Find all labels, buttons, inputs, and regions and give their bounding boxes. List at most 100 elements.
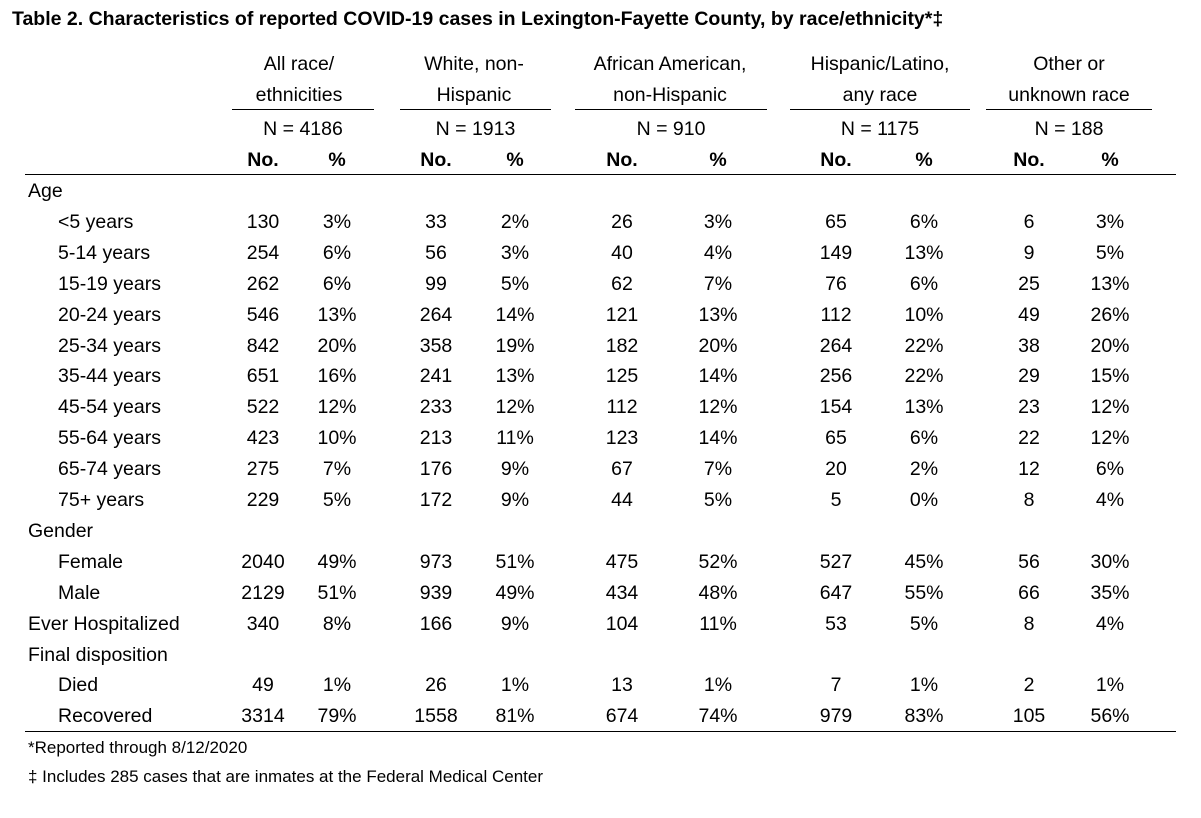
- row-label: 5-14 years: [58, 241, 151, 264]
- row-label: Male: [58, 581, 101, 604]
- row-label: Gender: [28, 519, 94, 542]
- cell-count: 475: [605, 550, 639, 573]
- cell-count: 254: [246, 241, 280, 264]
- cell-percent: 20%: [317, 334, 357, 357]
- col-header-pct: %: [506, 149, 524, 171]
- cell-percent: 6%: [1095, 458, 1125, 481]
- cell-percent: 5%: [703, 489, 733, 511]
- cell-count: 647: [819, 581, 853, 604]
- cell-percent: 3%: [500, 241, 530, 264]
- row-label: Ever Hospitalized: [28, 612, 180, 635]
- group-header-line2: ethnicities: [255, 84, 343, 106]
- col-header-pct: %: [915, 149, 933, 171]
- row-label: Final disposition: [28, 643, 168, 666]
- cell-count: 33: [425, 210, 447, 233]
- group-n: N = 4186: [263, 118, 343, 140]
- group-header-line1: White, non-: [424, 53, 524, 75]
- cell-percent: 51%: [317, 581, 357, 604]
- cell-percent: 6%: [909, 427, 939, 450]
- group-header-hispanic: Hispanic/Latino, any race: [790, 52, 970, 108]
- cell-count: 522: [246, 396, 280, 419]
- cell-count: 7: [830, 674, 842, 697]
- cell-percent: 74%: [698, 705, 738, 728]
- group-header-african-american: African American, non-Hispanic: [574, 52, 766, 108]
- col-header-no: No.: [820, 149, 852, 171]
- cell-count: 154: [819, 396, 853, 419]
- cell-count: 2: [1023, 674, 1035, 697]
- cell-count: 49: [1018, 303, 1040, 326]
- group-underline: [986, 109, 1152, 110]
- cell-count: 264: [819, 334, 853, 357]
- cell-count: 434: [605, 581, 639, 604]
- row-label: Recovered: [58, 705, 153, 728]
- cell-percent: 6%: [909, 210, 939, 233]
- cell-percent: 16%: [317, 365, 357, 388]
- table-row: Gender: [0, 516, 1201, 547]
- cell-count: 241: [419, 365, 453, 388]
- cell-percent: 5%: [322, 489, 352, 511]
- cell-percent: 48%: [698, 581, 738, 604]
- cell-count: 264: [419, 303, 453, 326]
- cell-count: 20: [825, 458, 847, 481]
- cell-count: 56: [425, 241, 447, 264]
- group-header-other: Other or unknown race: [986, 52, 1152, 108]
- table-title: Table 2. Characteristics of reported COV…: [12, 8, 944, 30]
- footnote-reported: *Reported through 8/12/2020: [28, 738, 248, 757]
- row-label: 25-34 years: [58, 334, 161, 357]
- cell-percent: 1%: [703, 674, 733, 697]
- cell-percent: 6%: [322, 241, 352, 264]
- cell-count: 25: [1018, 272, 1040, 295]
- cell-percent: 13%: [904, 396, 944, 419]
- table-row: Ever Hospitalized 340 8% 166 9% 104 11% 53 5% 8 4%: [0, 609, 1201, 640]
- group-header-white: White, non- Hispanic: [398, 52, 550, 108]
- cell-count: 112: [820, 303, 852, 326]
- cell-count: 65: [825, 210, 847, 233]
- cell-count: 62: [611, 272, 633, 295]
- row-label: 35-44 years: [58, 365, 161, 388]
- cell-percent: 7%: [703, 458, 733, 481]
- cell-percent: 45%: [904, 550, 944, 573]
- cell-count: 99: [425, 272, 447, 295]
- group-header-line2: non-Hispanic: [613, 84, 727, 106]
- cell-count: 66: [1018, 581, 1040, 604]
- cell-percent: 3%: [703, 210, 733, 233]
- col-header-no: No.: [420, 149, 452, 171]
- group-n: N = 188: [1034, 118, 1104, 140]
- table-row: Final disposition: [0, 640, 1201, 671]
- cell-percent: 19%: [495, 334, 535, 357]
- cell-count: 67: [611, 458, 633, 481]
- cell-percent: 13%: [698, 303, 738, 326]
- table-row: 45-54 years 522 12% 233 12% 112 12% 154 13% 23 12%: [0, 392, 1201, 423]
- col-header-no: No.: [606, 149, 638, 171]
- group-n: N = 1913: [435, 118, 516, 140]
- group-header-line2: unknown race: [1008, 84, 1130, 106]
- cell-count: 275: [246, 458, 280, 481]
- cell-percent: 14%: [495, 303, 535, 326]
- cell-percent: 5%: [1095, 241, 1125, 264]
- cell-count: 49: [252, 674, 274, 697]
- cell-percent: 9%: [500, 612, 530, 635]
- row-label: 15-19 years: [58, 272, 161, 295]
- cell-count: 229: [246, 489, 280, 511]
- cell-percent: 3%: [322, 210, 352, 233]
- cell-percent: 7%: [703, 272, 733, 295]
- group-header-line1: All race/: [263, 53, 335, 75]
- table-row: 20-24 years 546 13% 264 14% 121 13% 112 10% 49 26%: [0, 300, 1201, 331]
- cell-percent: 6%: [909, 272, 939, 295]
- table-row: Male 2129 51% 939 49% 434 48% 647 55% 66 35%: [0, 578, 1201, 609]
- col-header-pct: %: [709, 149, 727, 171]
- cell-percent: 83%: [904, 705, 944, 728]
- cell-count: 40: [611, 241, 633, 264]
- group-n: N = 910: [636, 118, 706, 140]
- cell-percent: 55%: [904, 581, 944, 604]
- cell-percent: 79%: [317, 705, 357, 728]
- table-row: 75+ years 229 5% 172 9% 44 5% 5 0% 8 4%: [0, 485, 1201, 516]
- cell-percent: 1%: [1095, 674, 1125, 697]
- cell-count: 1558: [414, 705, 458, 728]
- cell-percent: 14%: [698, 427, 738, 450]
- cell-count: 939: [419, 581, 453, 604]
- group-n: N = 1175: [840, 118, 920, 140]
- cell-count: 13: [611, 674, 633, 697]
- cell-count: 29: [1018, 365, 1040, 388]
- cell-count: 527: [819, 550, 853, 573]
